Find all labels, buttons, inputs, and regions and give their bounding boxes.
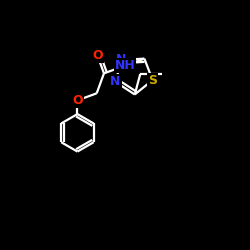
Text: S: S (148, 74, 157, 86)
Text: N: N (110, 76, 121, 88)
Text: O: O (92, 49, 103, 62)
Text: N: N (116, 53, 127, 66)
Text: O: O (72, 94, 83, 107)
Text: NH: NH (115, 59, 136, 72)
